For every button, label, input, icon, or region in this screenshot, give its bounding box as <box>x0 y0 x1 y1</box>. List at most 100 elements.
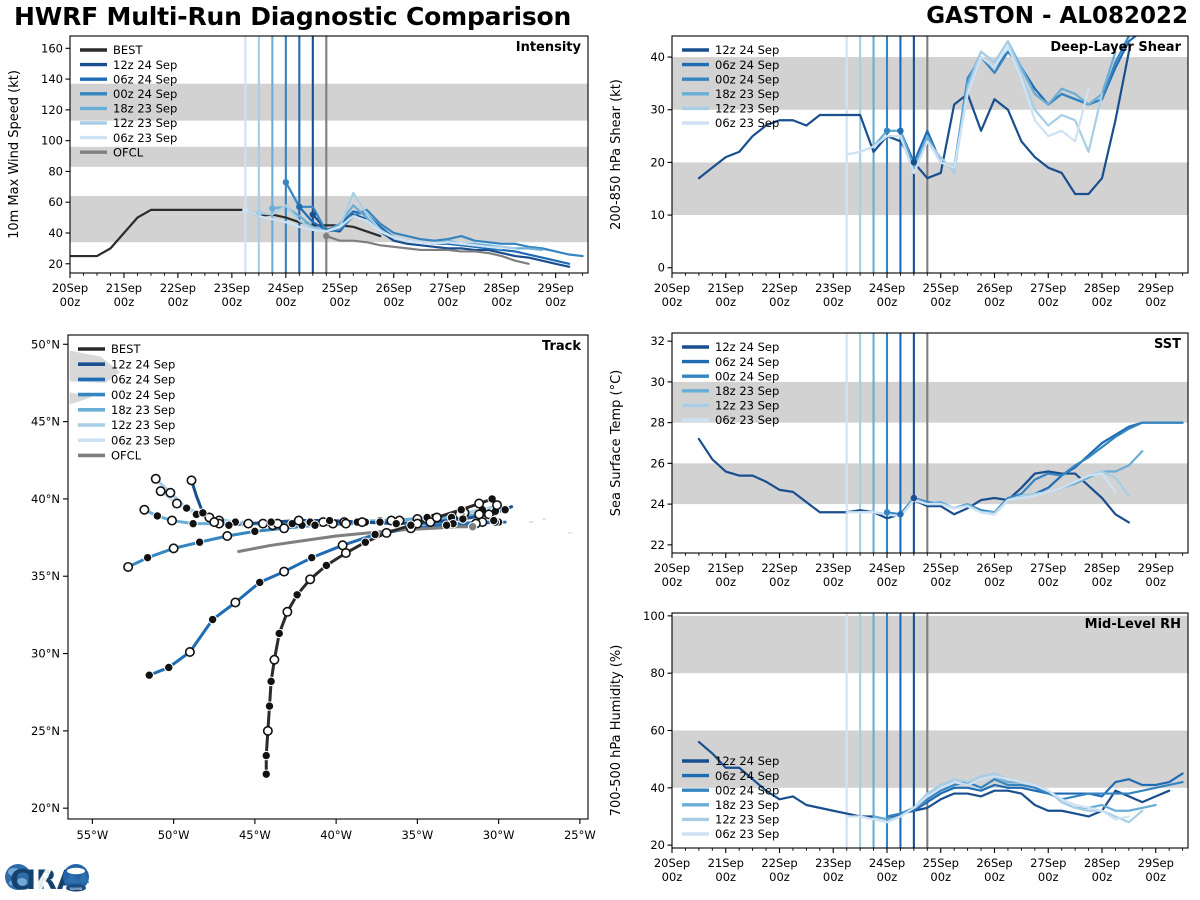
svg-text:28Sep: 28Sep <box>1084 281 1120 295</box>
svg-text:23Sep: 23Sep <box>214 281 250 295</box>
panel-title: Track <box>542 339 581 354</box>
y-tick-label: 20°N <box>31 801 60 815</box>
svg-text:40: 40 <box>650 781 665 795</box>
svg-text:00z: 00z <box>984 870 1005 884</box>
svg-text:120: 120 <box>41 103 63 117</box>
svg-text:26: 26 <box>650 456 665 470</box>
svg-text:20: 20 <box>48 257 63 271</box>
series-marker <box>323 232 330 240</box>
island <box>542 518 547 521</box>
track-point-filled <box>164 662 174 673</box>
legend-label: 18z 23 Sep <box>113 102 177 116</box>
track-point-open <box>184 646 195 657</box>
svg-text:29Sep: 29Sep <box>537 281 573 295</box>
track-point-open <box>279 566 290 577</box>
track-point-open <box>357 517 368 528</box>
track-point-open <box>155 486 166 497</box>
track-point-filled <box>467 522 478 532</box>
legend-label: 12z 23 Sep <box>715 102 779 116</box>
svg-text:00z: 00z <box>275 295 296 309</box>
track-point-open <box>431 512 442 523</box>
svg-text:30: 30 <box>650 375 665 389</box>
legend-label: OFCL <box>113 145 144 159</box>
legend-label: 12z 24 Sep <box>715 43 779 57</box>
panel-title: Deep-Layer Shear <box>1050 40 1181 55</box>
legend-label: 12z 24 Sep <box>113 58 177 72</box>
track-point-filled <box>142 552 153 563</box>
svg-text:80: 80 <box>650 666 665 680</box>
svg-text:00z: 00z <box>662 870 683 884</box>
svg-text:00z: 00z <box>877 870 898 884</box>
track-point-open <box>491 500 502 511</box>
svg-text:25Sep: 25Sep <box>923 856 959 870</box>
panel-rh[interactable]: 20 40 60 80 100 20Sep 00z 21Sep 00z 22Sep 00z 23Sep… <box>600 605 1200 900</box>
svg-text:00z: 00z <box>930 870 951 884</box>
panel-intensity[interactable]: 20 40 60 80 100 120 140 160 20Sep 00z 21Sep 00z 22Se… <box>0 28 600 325</box>
track-point-filled <box>370 529 380 540</box>
track-point-filled <box>255 577 265 588</box>
svg-text:10: 10 <box>650 208 665 222</box>
svg-text:28Sep: 28Sep <box>1084 561 1120 575</box>
track-point-open <box>305 574 316 585</box>
series-line <box>845 472 1117 518</box>
track-point-filled <box>144 670 154 680</box>
svg-text:20: 20 <box>650 155 665 169</box>
legend-label: 12z 23 Sep <box>111 418 175 432</box>
series-marker <box>910 494 918 502</box>
panel-sst[interactable]: 22 24 26 28 30 32 20Sep 00z 21Sep 00z 22Sep 00z 23Se… <box>600 325 1200 605</box>
svg-text:21Sep: 21Sep <box>106 281 142 295</box>
legend-label: 18z 23 Sep <box>111 403 175 417</box>
y-tick-label: 45°N <box>31 415 60 429</box>
track-point-filled <box>500 505 510 515</box>
series-line <box>70 208 382 258</box>
svg-text:23Sep: 23Sep <box>815 281 851 295</box>
legend-label: OFCL <box>111 449 142 463</box>
svg-text:22Sep: 22Sep <box>160 281 196 295</box>
y-axis-label: 10m Max Wind Speed (kt) <box>7 70 22 239</box>
track-point-open <box>186 475 197 486</box>
svg-text:00z: 00z <box>715 575 736 589</box>
svg-text:21Sep: 21Sep <box>708 281 744 295</box>
svg-text:00z: 00z <box>1038 295 1059 309</box>
track-point-filled <box>489 515 499 526</box>
series-marker <box>269 205 276 212</box>
svg-text:00z: 00z <box>823 870 844 884</box>
svg-text:00z: 00z <box>1038 870 1059 884</box>
legend-label: 06z 24 Sep <box>715 58 779 72</box>
track-point-open <box>269 654 280 665</box>
svg-text:24Sep: 24Sep <box>869 856 905 870</box>
panel-track[interactable]: 20°N 25°N 30°N 35°N 40°N 45°N 50°N 55°W 50°W 45°W… <box>0 325 600 885</box>
y-axis-label: Sea Surface Temp (°C) <box>609 370 624 517</box>
track-point-open <box>340 548 351 559</box>
track-point-filled <box>292 590 302 600</box>
svg-text:25Sep: 25Sep <box>923 281 959 295</box>
track-point-filled <box>360 537 371 547</box>
panel-shear[interactable]: 0 10 20 30 40 20Sep 00z 21Sep 00z 22Sep 00z 23Sep 00… <box>600 28 1200 325</box>
svg-text:100: 100 <box>41 134 63 148</box>
y-tick-label: 50°N <box>31 337 60 351</box>
svg-text:21Sep: 21Sep <box>708 561 744 575</box>
svg-text:27Sep: 27Sep <box>1030 561 1066 575</box>
x-tick-label: 25°W <box>564 828 596 842</box>
track-point-filled <box>198 508 208 518</box>
svg-text:23Sep: 23Sep <box>815 856 851 870</box>
legend-label: 06z 23 Sep <box>715 116 779 130</box>
legend-label: 12z 24 Sep <box>715 340 779 354</box>
series-marker <box>309 211 317 218</box>
svg-text:00z: 00z <box>1092 870 1113 884</box>
track-point-open <box>243 518 254 529</box>
svg-text:21Sep: 21Sep <box>708 856 744 870</box>
legend-label: 12z 24 Sep <box>111 357 175 371</box>
series-marker <box>897 511 904 518</box>
panel-title: Intensity <box>516 40 582 55</box>
svg-text:20Sep: 20Sep <box>654 281 690 295</box>
track-point-filled <box>274 628 284 639</box>
svg-text:28: 28 <box>650 416 665 430</box>
track-point-open <box>230 597 241 608</box>
legend-label: 12z 23 Sep <box>715 813 779 827</box>
track-point-open <box>167 515 178 526</box>
svg-text:20Sep: 20Sep <box>52 281 88 295</box>
svg-text:28Sep: 28Sep <box>1084 856 1120 870</box>
svg-text:40: 40 <box>48 226 63 240</box>
